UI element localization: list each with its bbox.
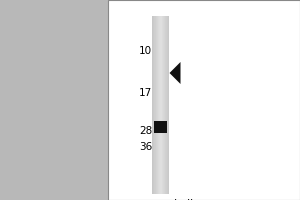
Text: 36: 36 (139, 142, 152, 152)
Bar (152, 16, 153, 194)
Text: 28: 28 (139, 126, 152, 136)
Bar (157, 16, 158, 194)
Bar (158, 16, 159, 194)
Bar (153, 16, 154, 194)
Text: m.cerebellum: m.cerebellum (138, 199, 210, 200)
Bar (167, 16, 168, 194)
Polygon shape (169, 62, 181, 84)
Bar (164, 16, 165, 194)
Bar (156, 16, 157, 194)
Bar (159, 16, 160, 194)
Bar (160, 16, 161, 194)
Bar (108, 0, 300, 200)
Bar (154, 121, 167, 133)
Bar (168, 16, 169, 194)
Bar (163, 16, 164, 194)
Bar (165, 16, 166, 194)
Bar (155, 16, 156, 194)
Bar (161, 16, 162, 194)
Bar (162, 16, 163, 194)
Bar (154, 16, 155, 194)
Text: 17: 17 (139, 88, 152, 98)
Text: 10: 10 (139, 46, 152, 56)
